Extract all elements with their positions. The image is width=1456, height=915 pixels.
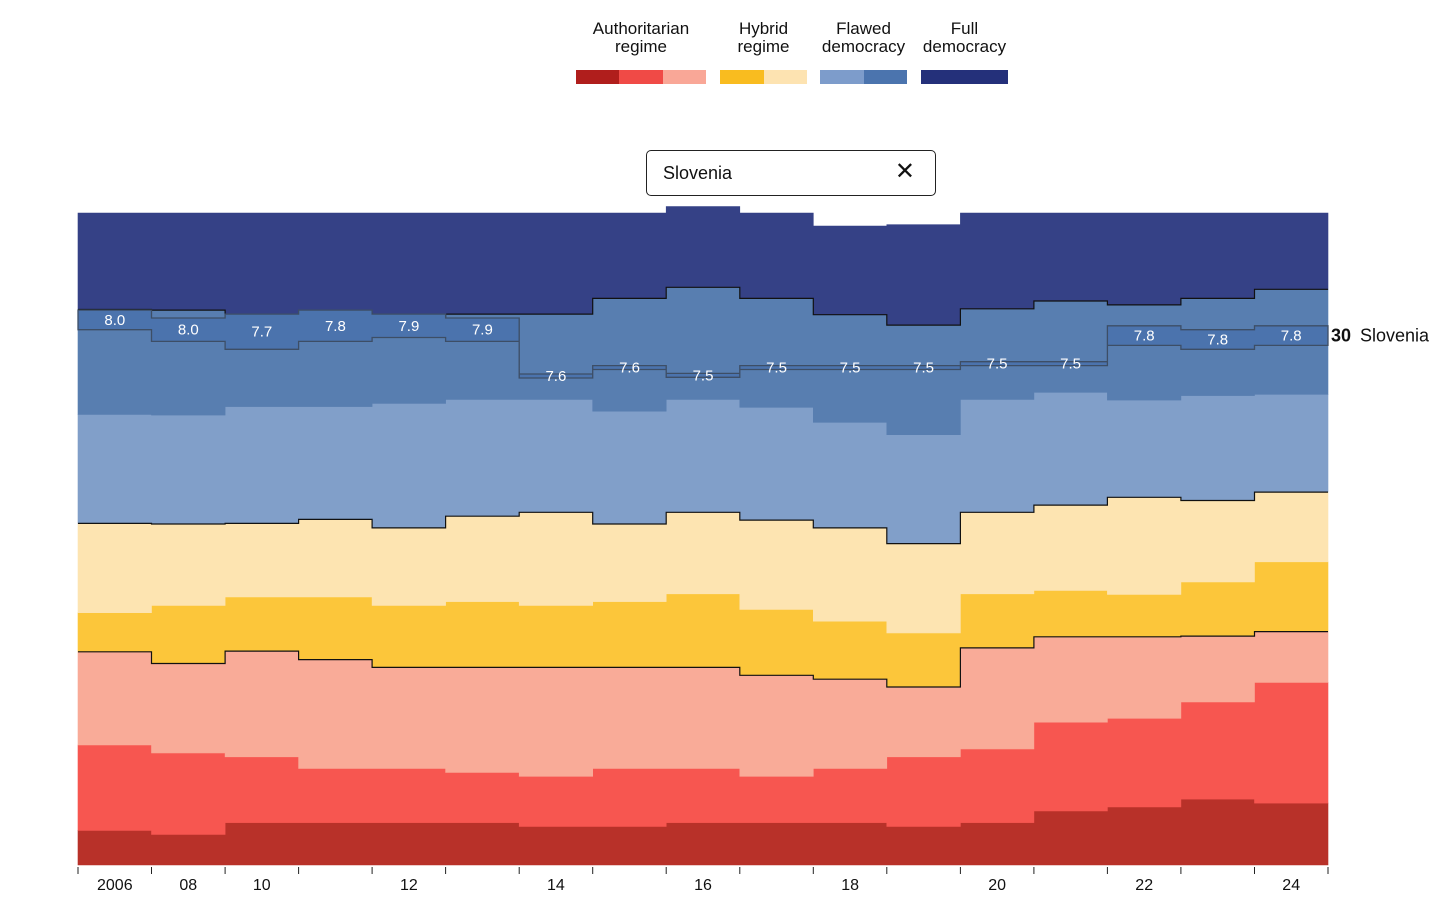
highlight-band xyxy=(77,309,1329,379)
country-label: Slovenia xyxy=(1360,326,1430,346)
x-tick-label: 16 xyxy=(694,877,712,894)
legend-group: Hybrid regime xyxy=(720,19,807,84)
x-tick-label: 20 xyxy=(988,877,1006,894)
score-label: 7.8 xyxy=(325,318,346,335)
score-label: 7.6 xyxy=(545,368,566,385)
legend-swatch xyxy=(921,70,1008,84)
legend-swatch xyxy=(576,70,620,84)
score-label: 7.6 xyxy=(619,360,640,377)
x-tick-label: 14 xyxy=(547,877,565,894)
legend-swatch xyxy=(863,70,907,84)
legend-group: Authoritarian regime xyxy=(576,19,706,84)
x-tick-label: 24 xyxy=(1282,877,1300,894)
score-label: 7.7 xyxy=(251,324,272,341)
score-label: 7.5 xyxy=(1060,356,1081,373)
legend-swatches xyxy=(820,70,907,84)
score-label: 7.9 xyxy=(472,322,493,339)
score-label: 7.5 xyxy=(987,356,1008,373)
score-label: 7.8 xyxy=(1281,328,1302,345)
score-label: 7.9 xyxy=(398,318,419,335)
score-label: 8.0 xyxy=(178,322,199,339)
legend-swatch xyxy=(619,70,663,84)
x-tick-label: 12 xyxy=(400,877,418,894)
score-label: 7.5 xyxy=(913,360,934,377)
x-tick-label: 18 xyxy=(841,877,859,894)
close-icon[interactable]: ✕ xyxy=(894,158,915,185)
legend-group: Flawed democracy xyxy=(820,19,907,84)
legend-label: Authoritarian regime xyxy=(592,19,690,56)
legend-swatch xyxy=(763,70,807,84)
x-tick-label: 08 xyxy=(179,877,197,894)
score-label: 8.0 xyxy=(104,312,125,329)
legend-label: Hybrid regime xyxy=(737,19,790,56)
legend-swatch xyxy=(820,70,864,84)
search-value[interactable]: Slovenia xyxy=(663,163,733,183)
legend-swatches xyxy=(921,70,1008,84)
legend-swatches xyxy=(576,70,706,84)
legend: Authoritarian regime Hybrid regime Flawed … xyxy=(0,0,1456,100)
score-label: 7.8 xyxy=(1134,328,1155,345)
legend-swatch xyxy=(720,70,764,84)
score-label: 7.8 xyxy=(1207,332,1228,349)
legend-swatch xyxy=(662,70,706,84)
legend-label: Full democracy xyxy=(922,19,1007,56)
legend-group: Full democracy xyxy=(921,19,1008,84)
legend-label: Flawed democracy xyxy=(821,19,906,56)
country-search-box[interactable]: Slovenia ✕ xyxy=(646,150,936,196)
regime-boundary-line xyxy=(78,491,1328,545)
score-label: 7.5 xyxy=(840,360,861,377)
x-tick-label: 10 xyxy=(253,877,271,894)
x-tick-label: 22 xyxy=(1135,877,1153,894)
score-label: 7.5 xyxy=(693,367,714,384)
x-tick-label: 2006 xyxy=(97,877,133,894)
rank-label: 30 xyxy=(1331,326,1351,346)
legend-swatches xyxy=(720,70,807,84)
score-label: 7.5 xyxy=(766,360,787,377)
regime-boundary-line xyxy=(78,631,1328,688)
